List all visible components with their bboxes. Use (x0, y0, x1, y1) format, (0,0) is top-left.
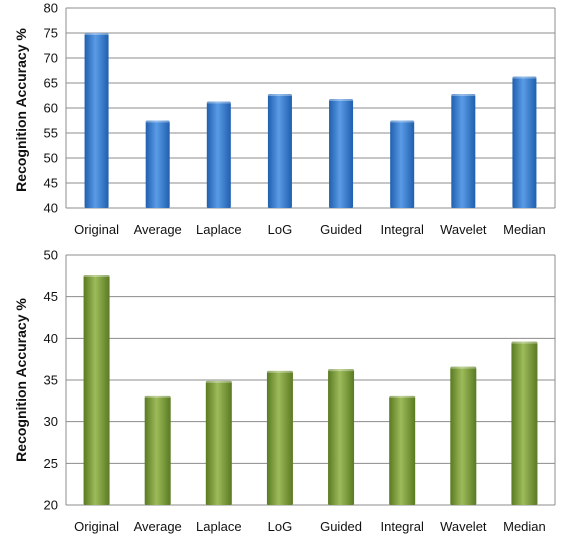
bar-highlight (84, 33, 109, 35)
bar-laplace (205, 380, 232, 505)
bar-integral (389, 395, 416, 505)
y-axis-label: Recognition Accuracy % (13, 28, 29, 192)
bar-original (83, 275, 110, 505)
x-tick-label: Integral (381, 519, 424, 534)
bar-wavelet (450, 366, 477, 505)
bar-highlight (329, 99, 354, 101)
y-tick-label: 70 (44, 51, 58, 66)
x-tick-label: LoG (268, 222, 293, 237)
bar-guided (329, 99, 354, 208)
y-tick-label: 35 (44, 373, 58, 388)
bar-highlight (266, 370, 293, 373)
y-tick-label: 40 (44, 331, 58, 346)
x-tick-label: Laplace (196, 222, 242, 237)
bottom-bar-chart: Recognition Accuracy % 20 25 30 35 40 45 50 Ori… (13, 248, 556, 534)
y-tick-label: 65 (44, 76, 58, 91)
x-tick-label: Wavelet (440, 519, 487, 534)
y-tick-label: 40 (44, 201, 58, 216)
bar-original (84, 33, 109, 208)
y-tick-label: 50 (44, 248, 58, 263)
y-tick-label: 45 (44, 289, 58, 304)
bar-highlight (205, 380, 232, 383)
bar-log (267, 94, 292, 208)
bar-highlight (512, 76, 537, 79)
x-tick-label: Median (503, 519, 546, 534)
bar-highlight (451, 94, 476, 96)
y-tick-label: 60 (44, 101, 58, 116)
bar-highlight (267, 94, 292, 96)
bar-average (144, 395, 171, 505)
bar-integral (390, 120, 415, 208)
bar-average (145, 120, 170, 208)
x-tick-label: Average (134, 519, 182, 534)
bar-wavelet (451, 94, 476, 208)
bar-highlight (144, 395, 171, 398)
bar-highlight (145, 120, 170, 123)
bar-guided (328, 369, 355, 505)
y-axis-label: Recognition Accuracy % (13, 298, 29, 462)
bar-highlight (389, 395, 416, 398)
x-tick-label: Average (134, 222, 182, 237)
bar-median (512, 76, 537, 208)
y-tick-label: 25 (44, 456, 58, 471)
bar-laplace (206, 101, 231, 208)
y-tick-label: 20 (44, 498, 58, 513)
top-bar-chart: Recognition Accuracy % 40 45 50 55 60 65 70 75 8… (13, 1, 556, 237)
y-tick-label: 45 (44, 176, 58, 191)
y-tick-label: 75 (44, 26, 58, 41)
y-tick-label: 50 (44, 151, 58, 166)
x-tick-label: Guided (320, 222, 362, 237)
bar-highlight (328, 369, 355, 372)
bar-highlight (83, 275, 110, 277)
bar-highlight (511, 341, 538, 344)
x-tick-label: Original (74, 222, 119, 237)
y-tick-label: 80 (44, 1, 58, 16)
x-tick-label: Original (74, 519, 119, 534)
x-tick-label: Median (503, 222, 546, 237)
y-tick-label: 30 (44, 414, 58, 429)
x-tick-label: Laplace (196, 519, 242, 534)
bar-median (511, 341, 538, 505)
x-tick-label: Guided (320, 519, 362, 534)
bar-highlight (206, 101, 231, 104)
bar-highlight (450, 366, 477, 369)
x-tick-label: Wavelet (440, 222, 487, 237)
x-tick-label: Integral (381, 222, 424, 237)
y-tick-label: 55 (44, 126, 58, 141)
x-tick-label: LoG (268, 519, 293, 534)
bar-highlight (390, 120, 415, 123)
bar-log (266, 370, 293, 505)
